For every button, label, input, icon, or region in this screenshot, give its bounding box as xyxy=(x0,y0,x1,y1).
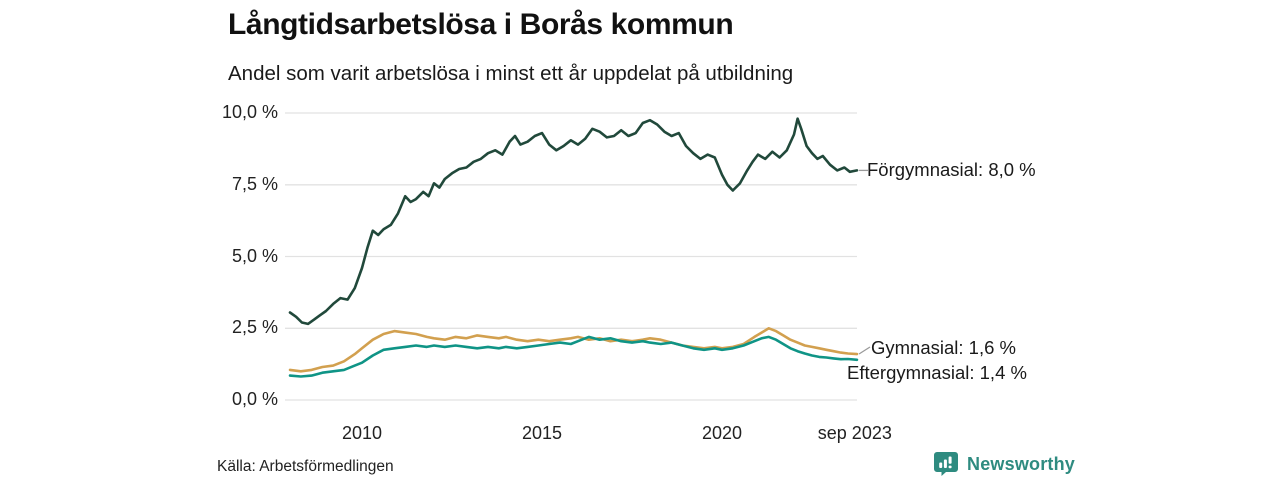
chart-subtitle: Andel som varit arbetslösa i minst ett å… xyxy=(228,62,794,85)
chart-title: Långtidsarbetslösa i Borås kommun xyxy=(228,8,734,41)
x-axis-tick-label: 2020 xyxy=(701,423,743,443)
series-end-label-gymnasial: Gymnasial: 1,6 % xyxy=(871,337,1016,358)
series-end-label-eftergymnasial: Eftergymnasial: 1,4 % xyxy=(847,362,1027,383)
y-axis-tick-label: 0,0 % xyxy=(231,389,278,409)
source-attribution: Källa: Arbetsförmedlingen xyxy=(217,458,394,475)
y-axis-tick-label: 2,5 % xyxy=(231,317,278,338)
newsworthy-logo[interactable]: Newsworthy xyxy=(933,451,1075,477)
y-axis-tick-label: 7,5 % xyxy=(231,173,278,194)
y-axis-tick-label: 5,0 % xyxy=(231,245,278,266)
line-chart-plot-area xyxy=(285,112,871,401)
series-end-label-forgymnasial: Förgymnasial: 8,0 % xyxy=(867,159,1036,180)
x-axis-tick-label: 2010 xyxy=(341,423,383,443)
y-axis-tick-label: 10,0 % xyxy=(221,102,278,122)
bar-chart-speech-bubble-icon xyxy=(933,451,959,477)
x-axis-tick-label: 2015 xyxy=(521,423,563,443)
x-axis-tick-label: sep 2023 xyxy=(817,423,892,443)
newsworthy-wordmark: Newsworthy xyxy=(967,453,1076,474)
